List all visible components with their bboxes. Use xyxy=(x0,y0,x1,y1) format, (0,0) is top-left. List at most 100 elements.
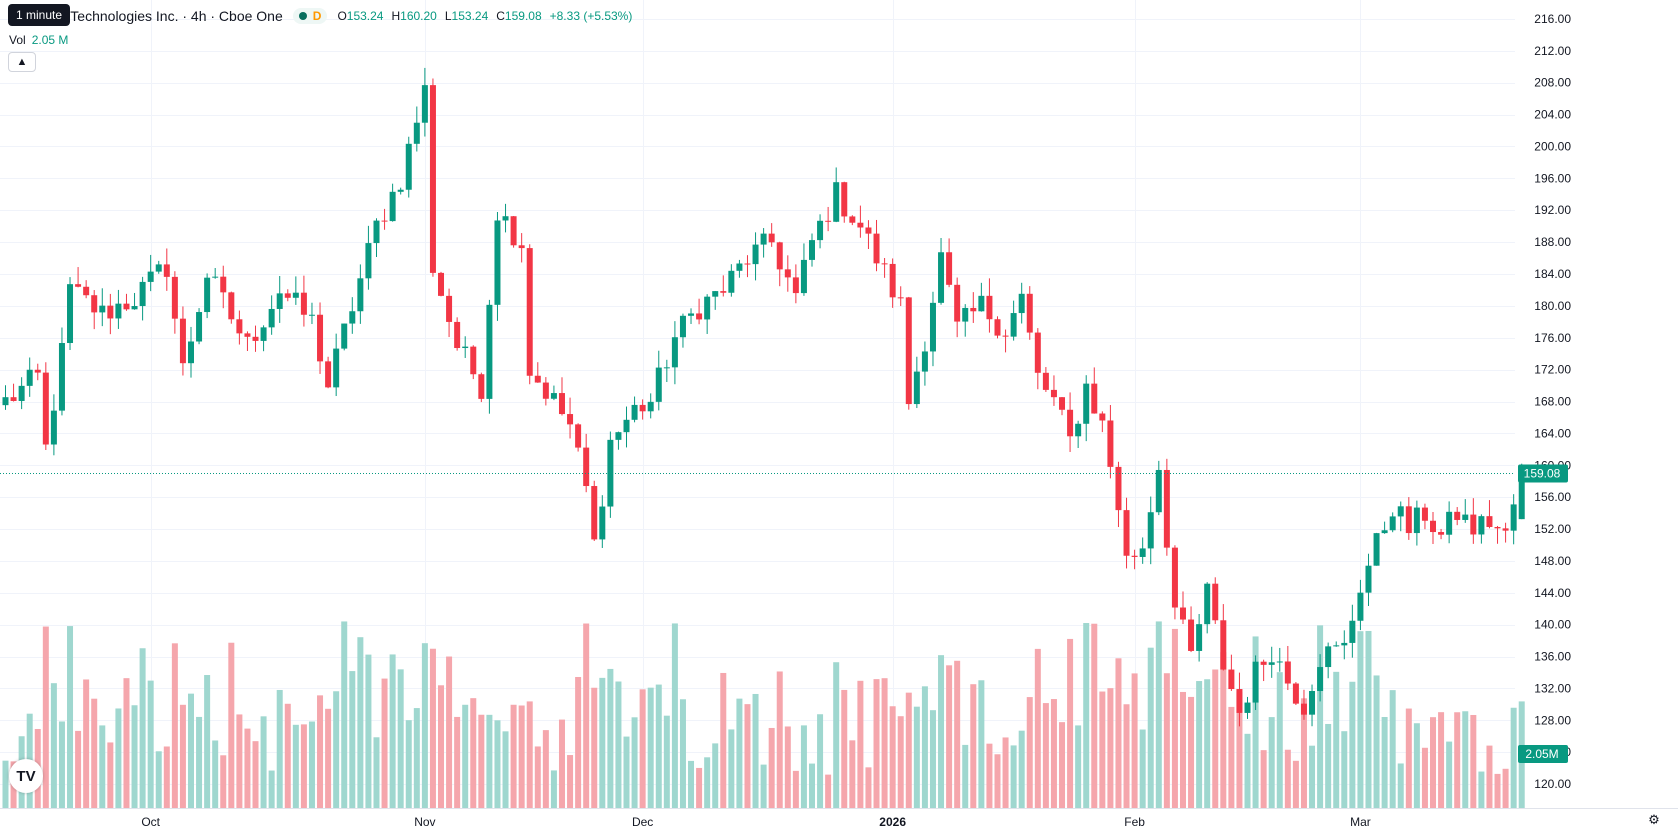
candle-body[interactable] xyxy=(123,303,130,310)
volume-legend[interactable]: Vol 2.05 M xyxy=(9,33,68,47)
candle-body[interactable] xyxy=(905,297,912,405)
candle-body[interactable] xyxy=(18,385,25,401)
candle-body[interactable] xyxy=(897,297,904,299)
candle-body[interactable] xyxy=(1236,689,1243,713)
candle-body[interactable] xyxy=(1494,526,1501,529)
candle-body[interactable] xyxy=(187,341,194,364)
candle-body[interactable] xyxy=(510,216,517,246)
candle-body[interactable] xyxy=(1018,293,1025,314)
candle-body[interactable] xyxy=(317,314,324,362)
candle-body[interactable] xyxy=(349,311,356,324)
candle-body[interactable] xyxy=(1026,293,1033,333)
candle-body[interactable] xyxy=(397,189,404,192)
candle-body[interactable] xyxy=(454,321,461,349)
candle-body[interactable] xyxy=(171,276,178,319)
candle-body[interactable] xyxy=(518,245,525,249)
candle-body[interactable] xyxy=(1446,511,1453,535)
candle-body[interactable] xyxy=(1171,547,1178,608)
candle-body[interactable] xyxy=(99,305,106,313)
candle-body[interactable] xyxy=(50,410,57,445)
candle-body[interactable] xyxy=(1010,313,1017,337)
candle-body[interactable] xyxy=(591,486,598,540)
candle-body[interactable] xyxy=(1099,413,1106,421)
candle-body[interactable] xyxy=(1478,516,1485,535)
candle-body[interactable] xyxy=(1276,661,1283,663)
candle-body[interactable] xyxy=(1381,530,1388,534)
candle-body[interactable] xyxy=(1220,620,1227,670)
candle-body[interactable] xyxy=(268,308,275,328)
candle-body[interactable] xyxy=(1502,528,1509,531)
candle-body[interactable] xyxy=(1155,469,1162,513)
candle-body[interactable] xyxy=(91,295,98,313)
candle-body[interactable] xyxy=(599,506,606,540)
candle-body[interactable] xyxy=(833,182,840,222)
candle-body[interactable] xyxy=(1252,661,1259,703)
symbol-title[interactable]: r Technologies Inc. · 4h · Cboe One xyxy=(62,8,283,24)
candle-body[interactable] xyxy=(962,307,969,322)
candle-body[interactable] xyxy=(1317,667,1324,692)
candle-body[interactable] xyxy=(938,252,945,303)
candle-body[interactable] xyxy=(1115,466,1122,511)
candle-body[interactable] xyxy=(1357,592,1364,621)
candle-body[interactable] xyxy=(1244,702,1251,713)
candle-body[interactable] xyxy=(744,263,751,265)
candle-body[interactable] xyxy=(752,244,759,265)
candle-body[interactable] xyxy=(438,272,445,296)
candle-body[interactable] xyxy=(889,263,896,298)
candle-body[interactable] xyxy=(284,293,291,298)
candle-body[interactable] xyxy=(308,314,315,316)
candle-body[interactable] xyxy=(1510,504,1517,531)
candle-body[interactable] xyxy=(1228,669,1235,690)
candle-body[interactable] xyxy=(970,307,977,312)
candle-body[interactable] xyxy=(857,222,864,228)
candle-body[interactable] xyxy=(1002,335,1009,337)
candle-body[interactable] xyxy=(760,233,767,245)
candle-body[interactable] xyxy=(728,270,735,293)
candle-body[interactable] xyxy=(558,393,565,415)
candle-body[interactable] xyxy=(486,304,493,399)
candle-body[interactable] xyxy=(413,122,420,144)
candle-body[interactable] xyxy=(252,336,259,341)
candle-body[interactable] xyxy=(994,319,1001,336)
candle-body[interactable] xyxy=(1123,510,1130,556)
candle-body[interactable] xyxy=(300,292,307,315)
candle-body[interactable] xyxy=(1454,511,1461,520)
candle-body[interactable] xyxy=(688,313,695,316)
candle-body[interactable] xyxy=(809,240,815,260)
candle-body[interactable] xyxy=(462,346,469,349)
candle-body[interactable] xyxy=(204,277,211,313)
candle-body[interactable] xyxy=(1091,383,1098,414)
candle-body[interactable] xyxy=(768,233,775,243)
candle-body[interactable] xyxy=(1430,520,1437,533)
candle-body[interactable] xyxy=(817,220,824,241)
candle-body[interactable] xyxy=(155,264,162,272)
candle-body[interactable] xyxy=(1050,389,1057,398)
candle-body[interactable] xyxy=(720,291,727,293)
candle-body[interactable] xyxy=(220,276,227,293)
candle-body[interactable] xyxy=(1292,683,1299,704)
candle-body[interactable] xyxy=(470,346,477,375)
candle-body[interactable] xyxy=(357,278,364,312)
candle-body[interactable] xyxy=(929,302,936,352)
candle-body[interactable] xyxy=(873,233,880,264)
candle-body[interactable] xyxy=(1131,555,1138,557)
candle-body[interactable] xyxy=(131,306,138,310)
candle-body[interactable] xyxy=(631,404,638,420)
candle-body[interactable] xyxy=(1421,507,1428,521)
candle-body[interactable] xyxy=(1268,662,1275,665)
candle-body[interactable] xyxy=(526,248,533,376)
candle-body[interactable] xyxy=(776,242,783,270)
candle-body[interactable] xyxy=(163,264,170,277)
candle-body[interactable] xyxy=(671,337,678,368)
collapse-legend-button[interactable]: ▲ xyxy=(8,52,36,72)
candle-body[interactable] xyxy=(647,401,654,412)
candle-body[interactable] xyxy=(567,414,574,425)
candle-body[interactable] xyxy=(1204,583,1211,625)
candle-body[interactable] xyxy=(1309,691,1316,715)
candle-body[interactable] xyxy=(276,293,283,309)
candle-body[interactable] xyxy=(1034,332,1041,373)
candle-body[interactable] xyxy=(446,295,453,322)
candle-body[interactable] xyxy=(954,284,961,322)
candle-body[interactable] xyxy=(978,295,985,312)
